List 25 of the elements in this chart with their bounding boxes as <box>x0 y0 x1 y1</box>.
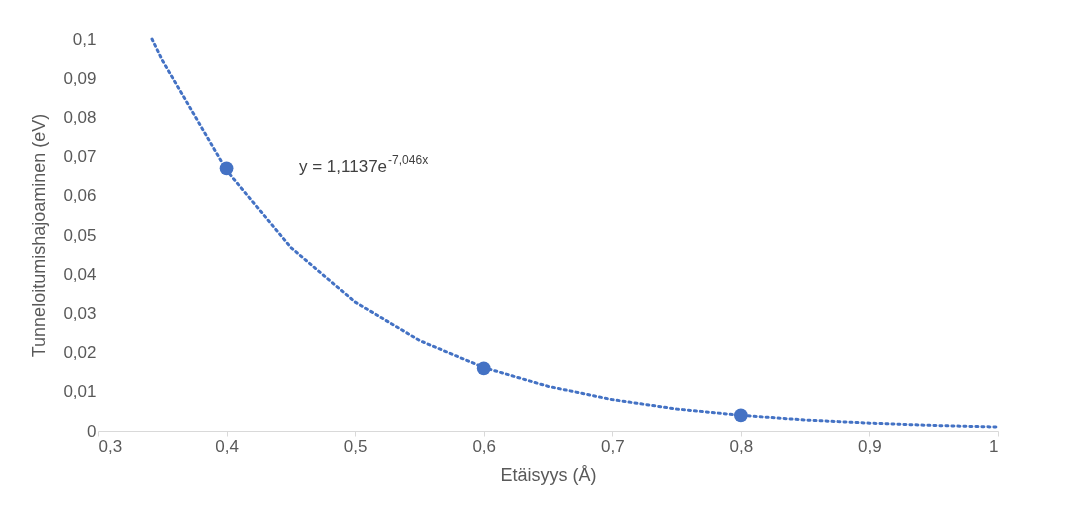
line-series <box>150 37 1000 429</box>
y-tick-label: 0,09 <box>63 68 97 88</box>
point <box>733 408 748 423</box>
y-tick-label: 0,06 <box>63 186 97 206</box>
x-tick-label: 0,5 <box>343 436 368 456</box>
x-tick-label: 0,6 <box>472 436 497 456</box>
x-tick-label: 0,3 <box>98 436 123 456</box>
x-tick-label: 0,9 <box>858 436 882 456</box>
y-tick-label: 0,03 <box>63 303 97 323</box>
y-tick-label: 0,1 <box>72 29 97 49</box>
x-axis-title: Etäisyys (Å) <box>500 464 597 485</box>
y-tick-label: 0,07 <box>63 147 97 167</box>
x-tick-label: 0,8 <box>729 436 754 456</box>
y-tick-label: 0,01 <box>63 382 97 402</box>
y-tick-label: 0,08 <box>63 107 97 127</box>
y-tick-label: 0,05 <box>63 225 97 245</box>
x-tick-label: 0,4 <box>215 436 239 456</box>
y-axis-title: Tunneloitumishajoaminen (eV) <box>29 113 50 358</box>
y-tick-label: 0,02 <box>63 343 97 363</box>
point <box>219 161 234 176</box>
y-tick-label: 0,04 <box>63 264 97 284</box>
x-tick-label: 0,7 <box>600 436 625 456</box>
x-tick-label: 1 <box>989 436 999 456</box>
point <box>476 361 491 376</box>
y-tick-label: 0 <box>87 421 97 441</box>
